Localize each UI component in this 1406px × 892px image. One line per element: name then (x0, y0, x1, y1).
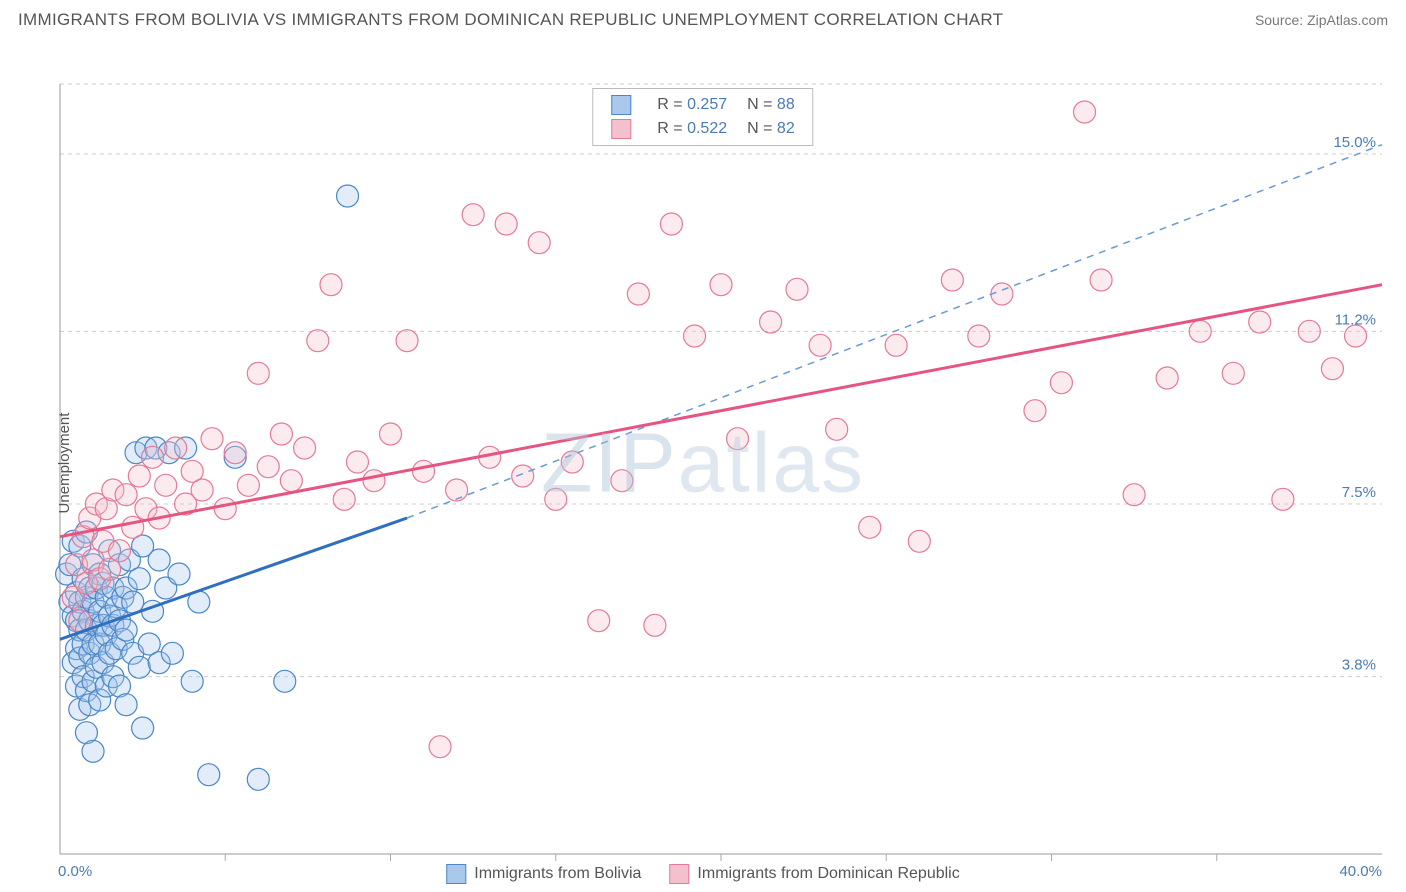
swatch-bolivia (611, 95, 631, 115)
legend-row-dominican: R = 0.522 N = 82 (601, 117, 804, 141)
chart-title: IMMIGRANTS FROM BOLIVIA VS IMMIGRANTS FR… (18, 10, 1003, 30)
svg-text:40.0%: 40.0% (1339, 863, 1382, 880)
swatch-dominican (611, 119, 631, 139)
legend-item-bolivia: Immigrants from Bolivia (446, 864, 641, 884)
legend-row-bolivia: R = 0.257 N = 88 (601, 93, 804, 117)
chart-header: IMMIGRANTS FROM BOLIVIA VS IMMIGRANTS FR… (0, 0, 1406, 38)
svg-text:15.0%: 15.0% (1333, 134, 1376, 151)
svg-text:0.0%: 0.0% (58, 863, 92, 880)
chart-area: Unemployment ZIPatlas 3.8%7.5%11.2%15.0%… (0, 38, 1406, 888)
swatch-bolivia-icon (446, 864, 466, 884)
svg-text:3.8%: 3.8% (1342, 657, 1376, 674)
legend-item-dominican: Immigrants from Dominican Republic (669, 864, 959, 884)
correlation-legend: R = 0.257 N = 88 R = 0.522 N = 82 (592, 88, 813, 146)
svg-text:7.5%: 7.5% (1342, 484, 1376, 501)
swatch-dominican-icon (669, 864, 689, 884)
series-legend: Immigrants from Bolivia Immigrants from … (446, 864, 959, 884)
source-label: Source: ZipAtlas.com (1255, 12, 1388, 28)
y-axis-label: Unemployment (56, 413, 73, 514)
scatter-plot-svg: 3.8%7.5%11.2%15.0%0.0%40.0% (0, 38, 1406, 888)
